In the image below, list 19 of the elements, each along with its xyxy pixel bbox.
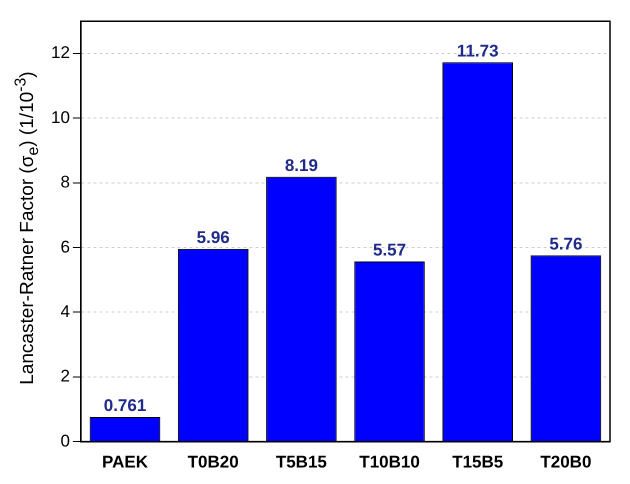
x-tick-label: T20B0 [540,452,592,472]
data-label: 8.19 [284,156,318,175]
y-tick-label: 2 [60,366,70,386]
x-tick-label: PAEK [102,452,149,472]
y-tick-label: 0 [60,431,70,450]
x-tick-label: T15B5 [452,452,504,472]
x-tick-label: T0B20 [188,452,239,472]
data-label: 0.761 [104,396,146,416]
data-label: 5.57 [373,240,406,260]
data-label: 5.96 [196,228,230,248]
x-tick-label: T10B10 [359,452,420,472]
y-tick-label: 12 [50,43,70,62]
y-tick-label: 6 [60,237,70,256]
y-tick-label: 10 [50,108,70,127]
y-tick-label: 4 [60,302,70,321]
data-label: 5.76 [549,234,582,254]
data-label: 11.73 [456,41,499,60]
y-tick-label: 8 [60,172,70,192]
x-tick-label: T5B15 [276,452,327,472]
